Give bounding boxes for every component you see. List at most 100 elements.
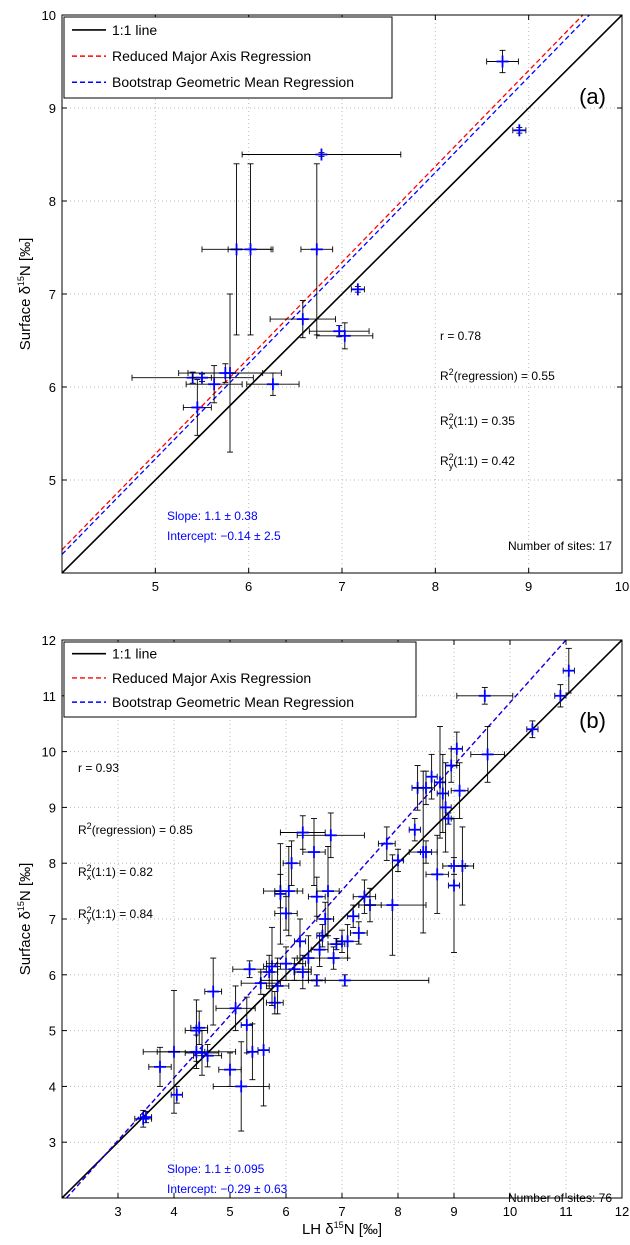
data-point <box>470 726 505 783</box>
x-tick-label: 9 <box>450 1204 457 1219</box>
y-tick-label: 5 <box>49 1024 56 1039</box>
data-point <box>184 1030 220 1076</box>
legend-box <box>63 641 417 718</box>
one-to-one-line <box>62 15 622 573</box>
data-point <box>232 960 267 979</box>
data-point <box>307 876 326 917</box>
data-point <box>352 879 377 914</box>
y-tick-label: 8 <box>49 856 56 871</box>
data-point <box>193 1044 223 1068</box>
stat-r: r = 0.78 <box>440 329 481 343</box>
data-point <box>512 124 527 137</box>
x-tick-label: 8 <box>432 579 439 594</box>
y-tick-label: 6 <box>49 380 56 395</box>
stat-r2-regression: R2(regression) = 0.55 <box>440 367 555 383</box>
intercept-text: Intercept: −0.29 ± 0.63 <box>167 1182 288 1196</box>
legend: 1:1 line Reduced Major Axis Regression Boo… <box>63 16 393 99</box>
data-point <box>562 647 575 694</box>
y-tick-label: 12 <box>42 633 56 648</box>
data-point <box>246 372 300 396</box>
panel-label: (b) <box>579 708 606 733</box>
x-tick-label: 10 <box>503 1204 517 1219</box>
one-to-one-line <box>62 640 622 1198</box>
data-point <box>293 954 312 990</box>
x-tick-label: 4 <box>170 1204 177 1219</box>
data-point <box>335 924 360 959</box>
data-point <box>279 815 326 850</box>
sites-count-text: Number of sites: 76 <box>508 1191 612 1205</box>
x-tick-label: 9 <box>525 579 532 594</box>
bootstrap-regression-line <box>65 640 567 1198</box>
data-point <box>350 283 365 296</box>
data-point <box>450 762 469 820</box>
data-point <box>148 1046 172 1087</box>
data-point <box>187 363 264 383</box>
data-point <box>554 684 567 708</box>
data-point <box>439 762 452 853</box>
data-point <box>212 1041 270 1132</box>
x-tick-label: 5 <box>226 1204 233 1219</box>
x-tick-label: 6 <box>282 1204 289 1219</box>
data-point <box>182 379 212 436</box>
legend: 1:1 line Reduced Major Axis Regression Boo… <box>63 641 417 718</box>
data-point <box>227 163 274 336</box>
data-point <box>442 812 455 825</box>
data-point <box>425 753 438 800</box>
legend-label: 1:1 line <box>112 646 157 662</box>
y-tick-label: 10 <box>42 8 56 23</box>
data-point <box>456 686 514 705</box>
data-point <box>192 371 212 384</box>
data-point <box>260 954 279 990</box>
data-point <box>391 848 405 873</box>
x-tick-label: 7 <box>338 579 345 594</box>
rma-regression-line <box>62 15 584 551</box>
sites-count-text: Number of sites: 17 <box>508 539 612 553</box>
data-point <box>316 901 335 937</box>
slope-text: Slope: 1.1 ± 0.38 <box>167 509 258 523</box>
data-point <box>139 1111 153 1124</box>
legend-label: Reduced Major Axis Regression <box>112 670 311 686</box>
panel-label: (a) <box>579 84 606 109</box>
y-tick-label: 5 <box>49 473 56 488</box>
data-point <box>190 1010 209 1046</box>
data-point <box>265 991 284 1015</box>
data-point <box>526 720 539 739</box>
data-point <box>442 857 466 875</box>
y-axis-label: Surface δ15N [‰] <box>16 238 34 351</box>
data-point <box>358 854 427 956</box>
stat-r2x: R2 x(1:1) = 0.35 <box>440 412 515 431</box>
legend-box <box>63 16 393 99</box>
data-point <box>425 834 449 914</box>
y-tick-label: 3 <box>49 1135 56 1150</box>
y-tick-label: 6 <box>49 968 56 983</box>
slope-text: Slope: 1.1 ± 0.095 <box>167 1162 265 1176</box>
legend-label: Bootstrap Geometric Mean Regression <box>112 74 354 90</box>
legend-label: Reduced Major Axis Regression <box>112 48 311 64</box>
legend-label: Bootstrap Geometric Mean Regression <box>112 694 354 710</box>
y-axis-label: Surface δ15N [‰] <box>16 863 34 976</box>
intercept-text: Intercept: −0.14 ± 2.5 <box>167 529 281 543</box>
data-point <box>316 846 340 937</box>
chart-panel-a: 5 6 7 8 9 10 5 6 7 8 9 10 Surface δ15N [‰] 1:1 line Re… <box>16 8 629 594</box>
data-point <box>436 753 449 833</box>
stat-r2-regression: R2(regression) = 0.85 <box>78 821 193 837</box>
data-point <box>274 896 298 931</box>
y-tick-label: 10 <box>42 745 56 760</box>
data-point <box>377 826 396 861</box>
legend-label: 1:1 line <box>112 22 157 38</box>
plot-area <box>62 640 622 1198</box>
data-point <box>204 957 223 1026</box>
y-tick-label: 11 <box>43 689 57 704</box>
data-point <box>185 365 243 404</box>
y-tick-label: 7 <box>49 287 56 302</box>
stat-r: r = 0.93 <box>78 761 119 775</box>
data-point <box>215 985 256 1032</box>
data-point <box>241 148 402 161</box>
data-point <box>240 996 253 1054</box>
data-point <box>257 993 270 1107</box>
bootstrap-regression-line <box>62 15 590 555</box>
data-point <box>316 322 374 350</box>
y-tick-label: 9 <box>49 800 56 815</box>
data-point <box>263 926 281 1006</box>
data-point <box>486 49 519 74</box>
